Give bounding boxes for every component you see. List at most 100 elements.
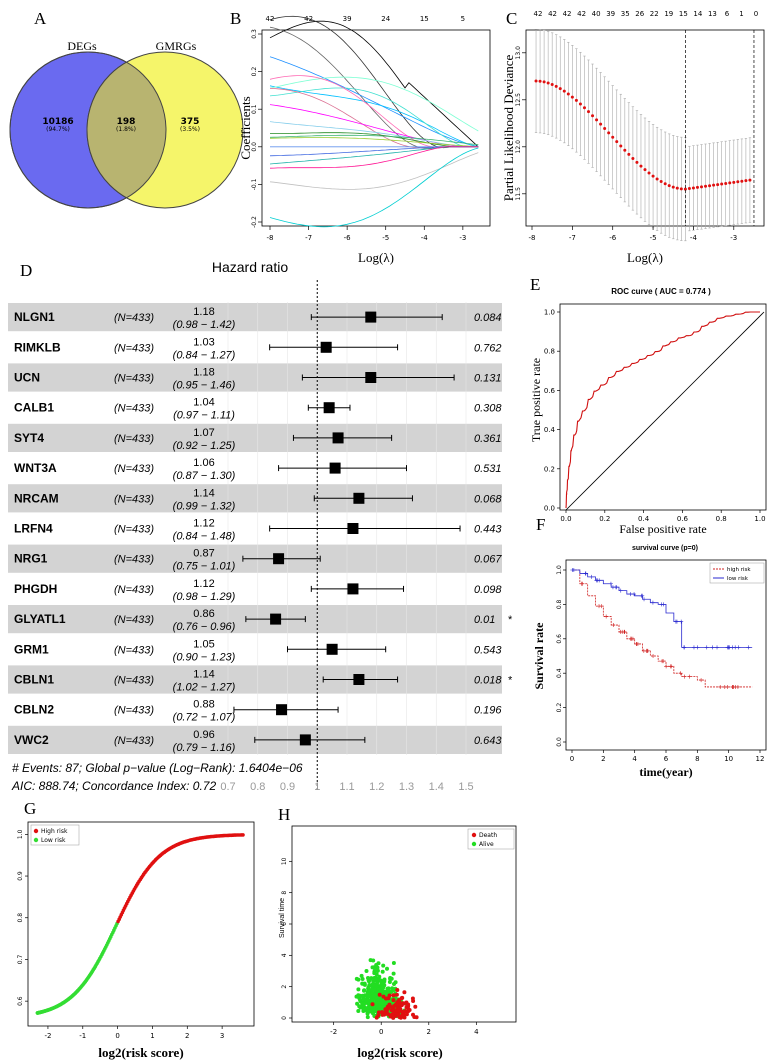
deviance-point: [736, 180, 740, 184]
censor-mark: [645, 648, 650, 653]
survival-xlabel: time(year): [639, 765, 692, 779]
gene-label: VWC2: [14, 733, 49, 747]
top-tick-label: 24: [381, 15, 390, 23]
p-value: 0.068: [474, 493, 502, 505]
sample-size: (N=433): [114, 433, 154, 445]
censor-mark: [599, 604, 604, 609]
alive-point: [357, 1004, 362, 1009]
alive-point: [380, 1001, 385, 1006]
x-tick-label: -4: [421, 234, 429, 242]
y-tick-label: 0.7: [17, 954, 24, 964]
censor-mark: [632, 592, 637, 597]
sample-size: (N=433): [114, 312, 154, 324]
cv-ylabel: Partial Likelihood Deviance: [501, 54, 516, 201]
deviance-point: [744, 179, 748, 183]
hazard-ratio-marker: [365, 311, 377, 323]
x-tick-label: 6: [664, 755, 669, 763]
death-point: [391, 998, 396, 1003]
alive-point: [360, 981, 365, 986]
death-point: [399, 1014, 404, 1019]
gene-label: RIMKLB: [14, 340, 61, 354]
x-tick-label: -1: [79, 1032, 86, 1040]
deviance-point: [546, 81, 550, 85]
top-tick-label: 39: [606, 10, 615, 18]
deviance-point: [538, 79, 542, 83]
censor-mark: [687, 674, 692, 679]
x-tick-label: 0.8: [716, 515, 727, 523]
death-point: [402, 1001, 407, 1006]
hazard-ratio-value: 1.03: [193, 336, 214, 348]
hazard-ratio-value: 0.86: [193, 608, 214, 620]
death-point: [391, 993, 396, 998]
significance-star: *: [508, 614, 513, 626]
coefficient-path: [269, 87, 479, 148]
alive-point: [377, 974, 382, 979]
hazard-ratio-value: 1.07: [193, 427, 214, 439]
p-value: 0.131: [474, 373, 502, 385]
forest-plot: Hazard ratio NLGN1 (N=433) 1.18(0.98 − 1.4…: [8, 259, 513, 793]
legend-alive: Alive: [479, 841, 494, 848]
confidence-interval: (0.97 − 1.11): [173, 410, 235, 422]
alive-point: [359, 973, 364, 978]
sample-size: (N=433): [114, 735, 154, 747]
venn-right-count: 375: [181, 117, 200, 127]
confidence-interval: (0.84 − 1.48): [173, 531, 236, 543]
sample-size: (N=433): [114, 705, 154, 717]
venn-left-pct: (94.7%): [46, 126, 70, 133]
coefficient-path: [269, 146, 479, 169]
p-value: 0.308: [474, 403, 502, 415]
x-tick-label: -7: [305, 234, 312, 242]
venn-diagram: DEGs GMRGs 10186 (94.7%) 198 (1.8%) 375 …: [9, 39, 244, 209]
top-tick-label: 42: [266, 15, 275, 23]
alive-point: [368, 958, 373, 963]
death-point: [388, 1004, 393, 1009]
venn-overlap-pct: (1.8%): [116, 126, 136, 133]
y-tick-label: 2: [281, 985, 288, 989]
x-tick-label: 0.7: [220, 781, 235, 793]
x-tick-label: 2: [427, 1028, 431, 1036]
x-tick-label: 0.9: [280, 781, 295, 793]
deviance-point: [679, 187, 683, 191]
y-tick-label: -0.2: [251, 216, 258, 228]
hazard-ratio-marker: [320, 341, 332, 353]
death-point: [394, 992, 399, 997]
p-value: 0.361: [474, 433, 502, 445]
p-value: 0.196: [474, 705, 502, 717]
legend-high-risk-g: High risk: [41, 828, 68, 835]
cv-plot-frame: [525, 29, 765, 227]
significance-star: *: [508, 675, 513, 687]
confidence-interval: (1.02 − 1.27): [173, 682, 236, 694]
survival-legend: high risk low risk: [709, 562, 765, 584]
top-tick-label: 42: [548, 10, 557, 18]
deviance-point: [566, 92, 570, 96]
x-tick-label: -3: [459, 234, 466, 242]
deviance-point: [708, 184, 712, 188]
top-tick-label: 42: [563, 10, 572, 18]
hazard-ratio-value: 1.06: [193, 457, 214, 469]
coefficient-path: [269, 76, 479, 132]
death-point: [395, 988, 400, 992]
deviance-point: [720, 182, 724, 186]
death-point: [370, 1002, 375, 1007]
panel-label-h: H: [278, 805, 290, 824]
censor-mark: [650, 600, 655, 605]
gene-label: SYT4: [14, 431, 44, 445]
coefficient-path: [269, 26, 479, 149]
top-tick-label: 13: [708, 10, 717, 18]
hazard-ratio-marker: [347, 523, 359, 534]
top-tick-label: 5: [461, 15, 465, 23]
y-tick-label: 0.2: [544, 465, 555, 473]
alive-point: [365, 1015, 370, 1020]
alive-point: [374, 972, 379, 977]
deviance-point: [704, 184, 708, 188]
hazard-ratio-marker: [276, 704, 288, 716]
x-tick-label: 0.4: [638, 515, 650, 523]
top-tick-label: 26: [635, 10, 644, 18]
hazard-ratio-marker: [326, 643, 338, 655]
x-tick-label: 4: [632, 755, 637, 763]
confidence-interval: (0.72 − 1.07): [173, 712, 236, 724]
censor-mark: [718, 684, 723, 689]
deviance-point: [534, 79, 538, 83]
censor-mark: [583, 571, 588, 576]
top-tick-label: 22: [650, 10, 659, 18]
